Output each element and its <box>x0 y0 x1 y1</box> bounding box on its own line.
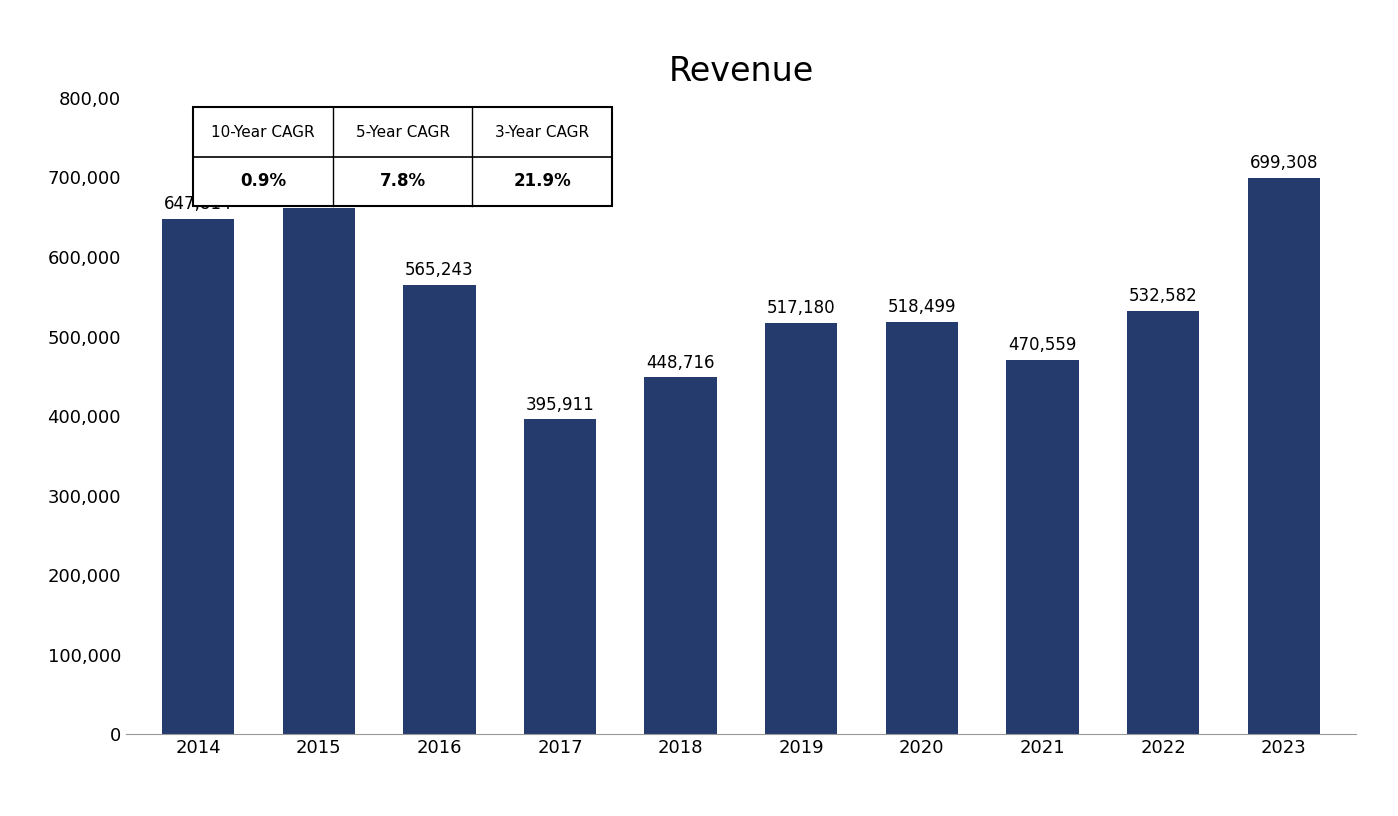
Bar <box>524 419 596 734</box>
Text: 448,716: 448,716 <box>646 354 714 372</box>
Bar <box>403 285 475 734</box>
Text: 7.8%: 7.8% <box>380 172 425 190</box>
Title: Revenue: Revenue <box>668 55 814 88</box>
Text: 532,582: 532,582 <box>1128 287 1198 305</box>
Text: 699,308: 699,308 <box>1250 154 1318 172</box>
Bar <box>1127 311 1199 734</box>
Text: 5-Year CAGR: 5-Year CAGR <box>355 125 450 140</box>
Bar <box>162 219 235 734</box>
Text: 3-Year CAGR: 3-Year CAGR <box>495 125 589 140</box>
Bar <box>282 208 355 734</box>
Text: 10-Year CAGR: 10-Year CAGR <box>211 125 315 140</box>
Bar <box>886 322 958 734</box>
Text: 518,499: 518,499 <box>888 299 956 317</box>
Text: 0.9%: 0.9% <box>240 172 287 190</box>
Bar <box>1247 178 1320 734</box>
Text: 647,814: 647,814 <box>164 195 232 214</box>
Bar <box>644 378 717 734</box>
Text: 517,180: 517,180 <box>768 299 836 317</box>
Bar <box>1007 360 1079 734</box>
Bar <box>765 323 837 734</box>
FancyBboxPatch shape <box>193 108 612 206</box>
Text: 565,243: 565,243 <box>405 261 474 279</box>
Text: 661,858: 661,858 <box>285 184 354 202</box>
Text: 395,911: 395,911 <box>526 396 594 414</box>
Text: 21.9%: 21.9% <box>513 172 570 190</box>
Text: 470,559: 470,559 <box>1008 336 1076 354</box>
